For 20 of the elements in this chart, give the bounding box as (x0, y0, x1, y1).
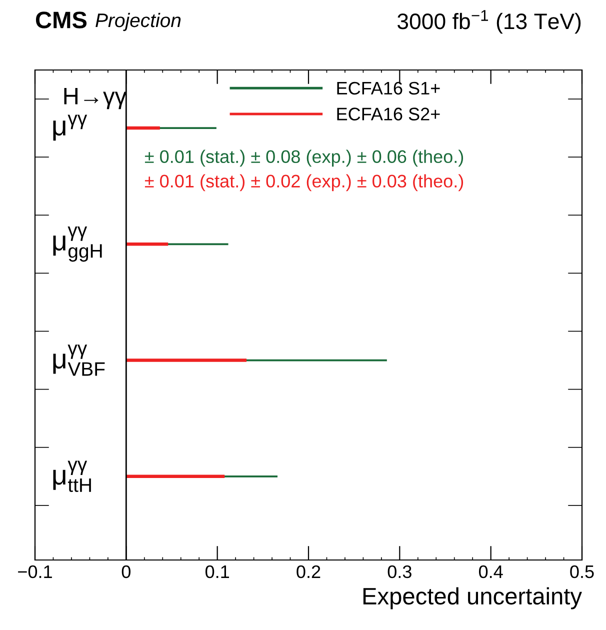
annotation: H→γγ (64, 88, 127, 110)
annotation: ± 0.01 (stat.) ± 0.02 (exp.) ± 0.03 (theo.) (144, 174, 464, 192)
x-tick-label: 0.2 (296, 565, 320, 578)
x-tick-label: 0.5 (570, 565, 594, 578)
x-tick-label: −0.1 (18, 565, 52, 578)
y-tick-label: μ$^{γγ}$ (53, 114, 88, 141)
x-tick-label: 0.1 (205, 565, 230, 578)
x-tick-label: 0.4 (478, 565, 503, 578)
annotation: ± 0.01 (stat.) ± 0.08 (exp.) ± 0.06 (theo.) (144, 150, 464, 167)
y-tick-label: μ$^{γγ}$$_{ggH}$ (53, 226, 102, 262)
legend-label: ECFA16 S2+ (337, 108, 440, 120)
legend-label: ECFA16 S1+ (337, 82, 440, 95)
x-tick-label: 0 (122, 565, 130, 578)
x-tick-label: 0.3 (388, 565, 412, 578)
y-tick-label: μ$^{γγ}$$_{ttH}$ (53, 460, 91, 492)
text: 3000 fb$^{−1}$ (13 TeV) (398, 10, 581, 34)
x-axis-title: Expected uncertainty (363, 587, 582, 610)
y-tick-label: μ$^{γγ}$$_{VBF}$ (53, 344, 105, 376)
chart-subtitle: Projection (96, 12, 181, 32)
chart-title: CMS (36, 12, 87, 28)
